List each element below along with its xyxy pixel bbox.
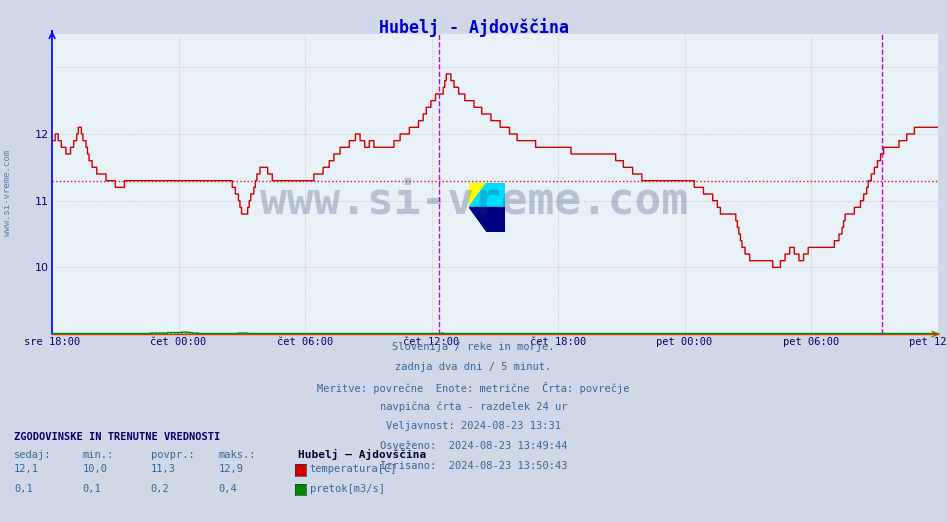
Text: Veljavnost: 2024-08-23 13:31: Veljavnost: 2024-08-23 13:31 (386, 421, 561, 431)
Text: povpr.:: povpr.: (151, 450, 194, 460)
Text: pretok[m3/s]: pretok[m3/s] (310, 484, 384, 494)
Text: 0,1: 0,1 (14, 484, 33, 494)
Text: ZGODOVINSKE IN TRENUTNE VREDNOSTI: ZGODOVINSKE IN TRENUTNE VREDNOSTI (14, 432, 221, 442)
Text: Izrisano:  2024-08-23 13:50:43: Izrisano: 2024-08-23 13:50:43 (380, 461, 567, 471)
Text: Osveženo:  2024-08-23 13:49:44: Osveženo: 2024-08-23 13:49:44 (380, 441, 567, 451)
Text: maks.:: maks.: (219, 450, 257, 460)
Text: temperatura[C]: temperatura[C] (310, 465, 397, 474)
Text: www.si-vreme.com: www.si-vreme.com (3, 150, 12, 236)
Text: www.si-vreme.com: www.si-vreme.com (259, 180, 688, 222)
Text: Hubelj - Ajdovščina: Hubelj - Ajdovščina (379, 18, 568, 37)
Polygon shape (469, 208, 505, 232)
Polygon shape (469, 183, 505, 208)
Text: Meritve: povrečne  Enote: metrične  Črta: povrečje: Meritve: povrečne Enote: metrične Črta: … (317, 382, 630, 394)
Text: sedaj:: sedaj: (14, 450, 52, 460)
Text: navpična črta - razdelek 24 ur: navpična črta - razdelek 24 ur (380, 401, 567, 412)
Text: 10,0: 10,0 (82, 465, 107, 474)
Text: min.:: min.: (82, 450, 114, 460)
Text: 0,1: 0,1 (82, 484, 101, 494)
Text: zadnja dva dni / 5 minut.: zadnja dva dni / 5 minut. (396, 362, 551, 372)
Text: Hubelj – Ajdovščina: Hubelj – Ajdovščina (298, 449, 426, 460)
Polygon shape (469, 183, 487, 208)
Text: 0,4: 0,4 (219, 484, 238, 494)
Text: 11,3: 11,3 (151, 465, 175, 474)
Text: 12,9: 12,9 (219, 465, 243, 474)
Text: Slovenija / reke in morje.: Slovenija / reke in morje. (392, 342, 555, 352)
Text: 12,1: 12,1 (14, 465, 39, 474)
Text: 0,2: 0,2 (151, 484, 170, 494)
